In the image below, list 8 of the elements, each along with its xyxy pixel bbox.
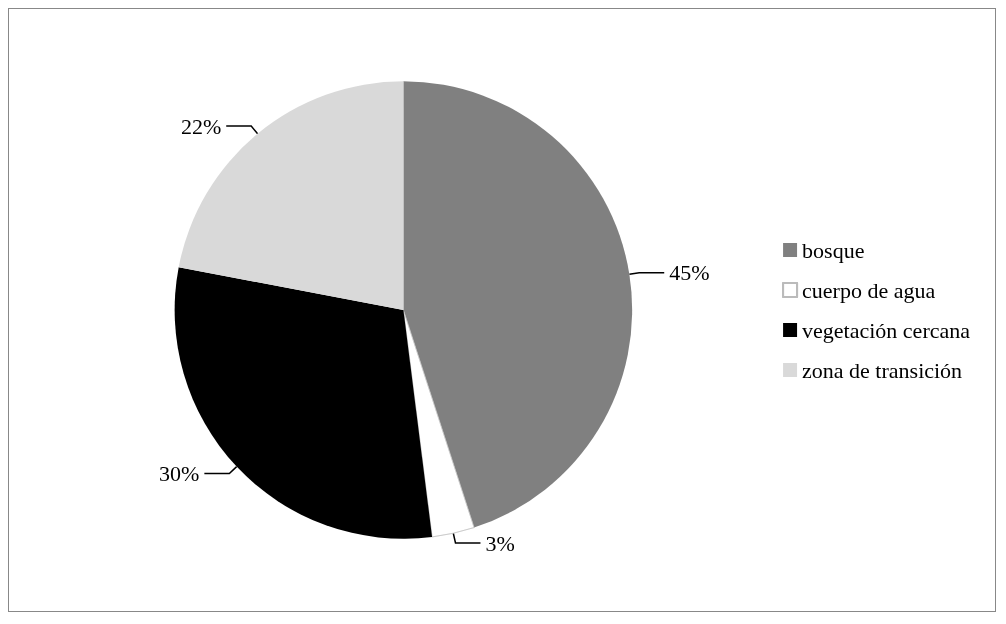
legend-label: cuerpo de agua [802,277,936,303]
data-label: 3% [485,530,515,556]
data-label: 22% [180,113,222,139]
legend-label: vegetación cercana [802,317,971,343]
legend-label: zona de transición [802,357,963,383]
data-label: 45% [669,260,710,286]
legend-label: bosque [802,237,865,263]
data-label: 30% [159,460,200,486]
